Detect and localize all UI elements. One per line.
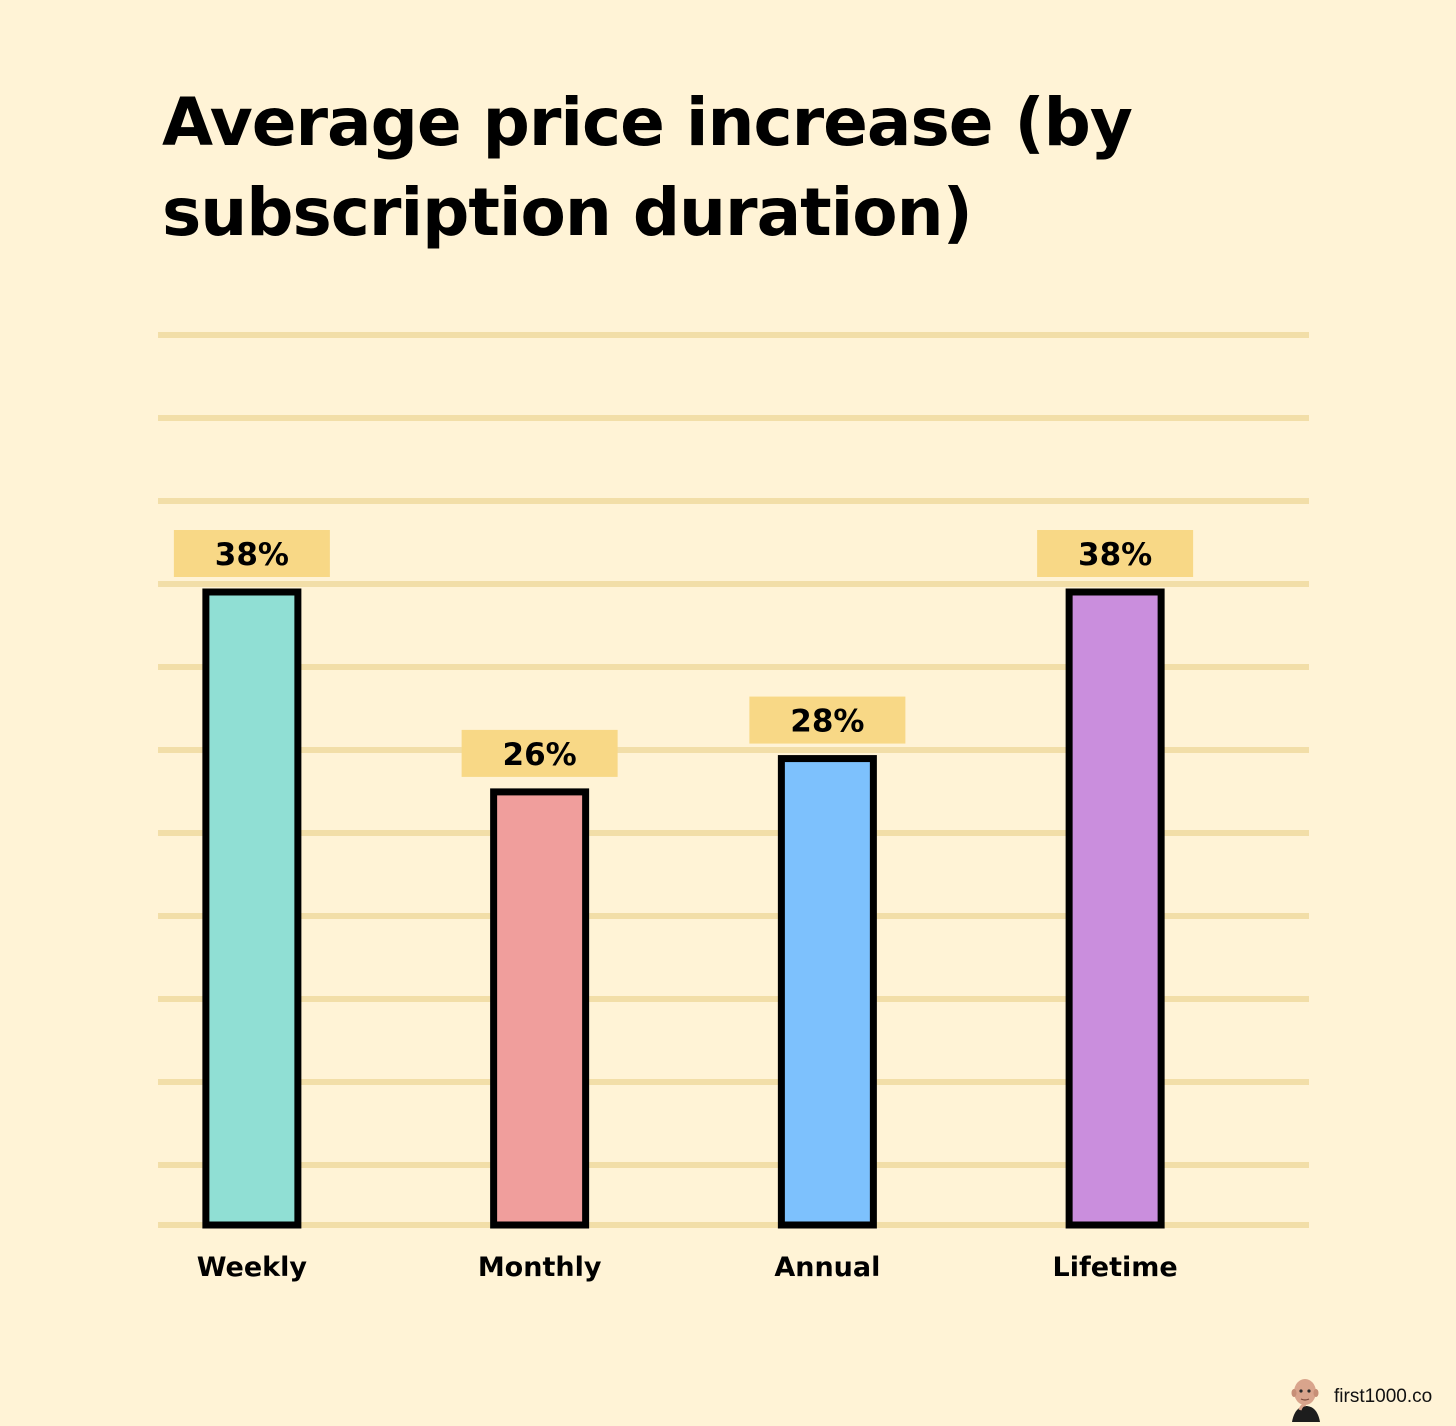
bar-lifetime <box>1065 588 1165 1229</box>
bars <box>202 588 1165 1229</box>
category-label: Monthly <box>478 1252 602 1283</box>
brand-name[interactable]: first1000.co <box>1334 1386 1433 1407</box>
bar-weekly <box>202 588 302 1229</box>
value-label-box <box>173 530 330 577</box>
category-label: Annual <box>774 1252 880 1283</box>
category-label: Weekly <box>197 1252 308 1283</box>
bar-annual <box>777 755 877 1229</box>
value-label: 38% <box>215 537 289 573</box>
bar-monthly <box>490 788 590 1229</box>
chart-title: Average price increase (by subscription … <box>162 84 1133 251</box>
value-label-box <box>749 696 906 744</box>
category-label: Lifetime <box>1053 1252 1178 1283</box>
value-label-box <box>461 729 618 777</box>
value-label: 26% <box>503 737 577 773</box>
value-label: 28% <box>790 704 864 740</box>
category-labels: Weekly Monthly Annual Lifetime <box>197 1252 1178 1283</box>
value-label-box <box>1037 530 1194 577</box>
avatar <box>1286 1372 1326 1422</box>
footer: first1000.co <box>1286 1372 1456 1422</box>
value-labels: 38% 26% 28% 38% <box>173 530 1194 777</box>
value-label: 38% <box>1078 537 1152 573</box>
